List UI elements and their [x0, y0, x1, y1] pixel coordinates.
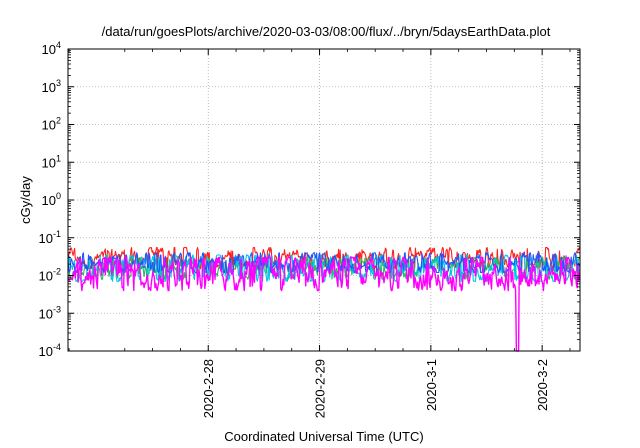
y-tick-label: 10-1 — [39, 229, 61, 246]
x-axis: 2020-2-282020-2-292020-3-12020-3-22020-3… — [68, 49, 571, 418]
y-axis-label: cGy/day — [18, 176, 33, 224]
series-group — [67, 247, 581, 352]
grid — [68, 49, 580, 351]
x-tick-label: 2020-3-2 — [535, 359, 550, 411]
y-tick-label: 10-3 — [39, 304, 61, 321]
y-tick-label: 102 — [42, 116, 61, 133]
series-line — [67, 256, 581, 352]
y-tick-label: 10-4 — [39, 342, 61, 359]
x-tick-label: 2020-2-28 — [201, 359, 216, 418]
x-tick-label: 2020-3-1 — [424, 359, 439, 411]
y-tick-label: 100 — [42, 191, 61, 208]
x-tick-label: 2020-2-29 — [313, 359, 328, 418]
chart-title: /data/run/goesPlots/archive/2020-03-03/0… — [102, 24, 551, 39]
y-tick-label: 10-2 — [39, 267, 61, 284]
y-axis: 10-4 10-3 10-2 10-1 100 101 102 103 104 — [39, 40, 580, 359]
x-axis-label: Coordinated Universal Time (UTC) — [224, 429, 423, 444]
y-tick-label: 101 — [42, 153, 61, 170]
y-tick-label: 103 — [42, 78, 61, 95]
y-tick-label: 104 — [42, 40, 61, 57]
